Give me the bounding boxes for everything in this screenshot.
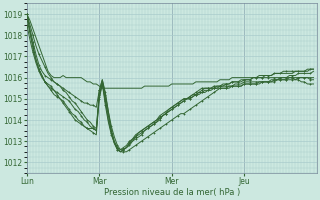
X-axis label: Pression niveau de la mer( hPa ): Pression niveau de la mer( hPa )	[104, 188, 240, 197]
